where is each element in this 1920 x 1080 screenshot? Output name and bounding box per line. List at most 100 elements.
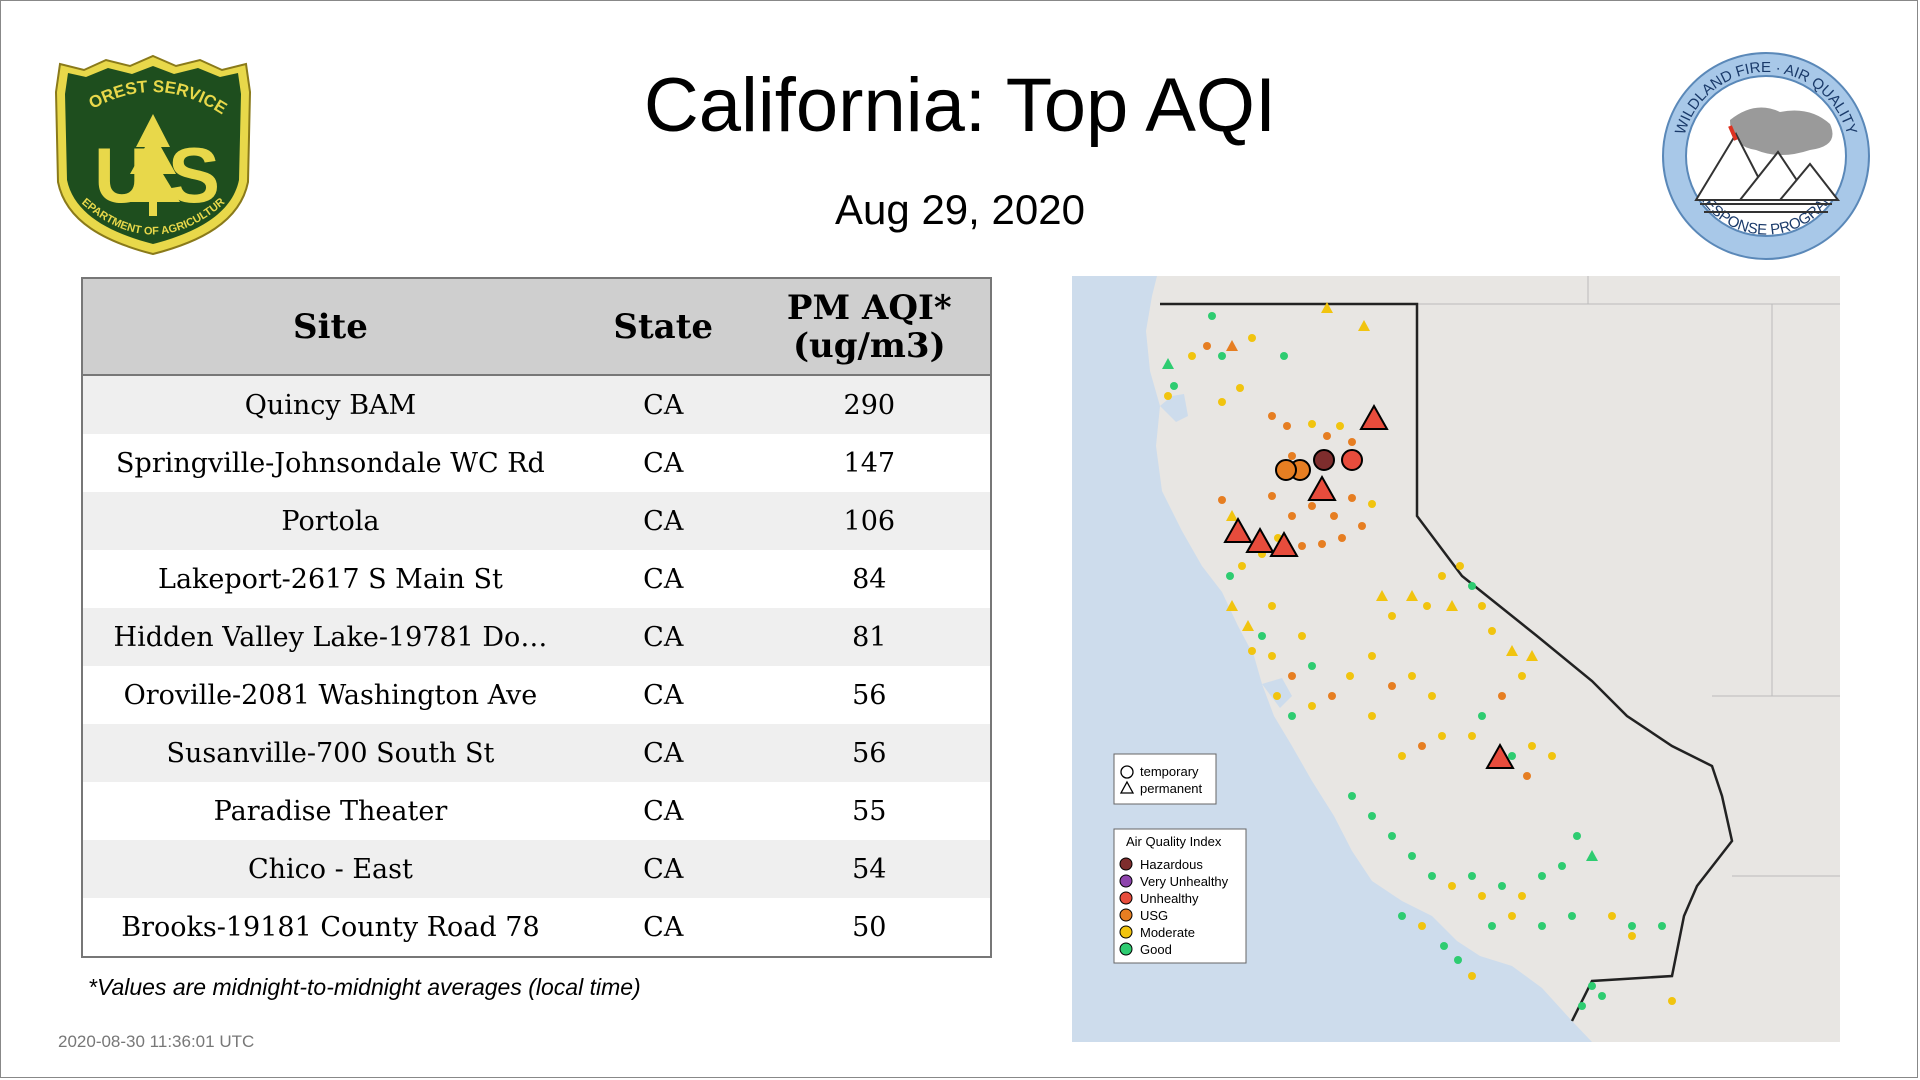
monitor-point [1248,647,1256,655]
circle-icon [1120,765,1134,779]
legend-label-very-unhealthy: Very Unhealthy [1140,874,1229,889]
fire-icon [1728,125,1738,141]
monitor-point [1628,922,1636,930]
table-header-row: Site State PM AQI* (ug/m3) [82,278,991,376]
california-border [1160,302,1734,1022]
triangle-icon [1119,780,1135,794]
monitor-point [1226,340,1238,351]
monitor-point [1336,422,1344,430]
monitor-point [1388,832,1396,840]
usfs-shield-logo: FOREST SERVICE U S DEPARTMENT OF AGRICUL… [50,52,252,256]
state-cell: CA [577,434,749,492]
monitor-point [1268,492,1276,500]
monitor-point [1288,712,1296,720]
usfs-letter-s: S [168,131,220,219]
monitor-point-large [1223,516,1253,543]
timestamp: 2020-08-30 11:36:01 UTC [58,1032,255,1051]
wildland-fire-air-quality-logo: WILDLAND FIRE · AIR QUALITY RESPONSE PRO… [1662,52,1870,260]
monitor-point [1398,752,1406,760]
site-cell: Portola [82,492,578,550]
site-cell: Oroville-2081 Washington Ave [82,666,578,724]
column-header-pm-aqi: PM AQI* (ug/m3) [748,278,991,376]
site-cell: Chico - East [82,840,578,898]
monitor-point [1578,1002,1586,1010]
column-header-pm-aqi-label: PM AQI* [786,287,952,328]
monitor-point [1218,352,1226,360]
pm-aqi-cell: 54 [748,840,991,898]
monitor-point [1528,742,1536,750]
monitor-point [1318,540,1326,548]
legend-label-unhealthy: Unhealthy [1140,891,1199,906]
monitor-point [1188,352,1196,360]
site-cell: Paradise Theater [82,782,578,840]
monitor-point [1558,862,1566,870]
monitor-point [1428,692,1436,700]
table-row: Paradise Theater CA 55 [82,782,991,840]
table-row: Quincy BAM CA 290 [82,375,991,434]
monitor-point [1368,652,1376,660]
site-cell: Springville-Johnsondale WC Rd [82,434,578,492]
monitor-point [1508,912,1516,920]
monitor-point [1348,792,1356,800]
monitor-point [1448,882,1456,890]
monitor-point [1408,672,1416,680]
monitor-point [1298,542,1306,550]
state-cell: CA [577,375,749,434]
table-row: Portola CA 106 [82,492,991,550]
monitor-point [1164,392,1172,400]
monitor-point [1418,742,1426,750]
monitor-point [1454,956,1462,964]
monitor-point [1608,912,1616,920]
mountains-icon [1694,131,1841,201]
monitor-point [1598,992,1606,1000]
monitor-point [1348,438,1356,446]
monitor-point [1506,645,1518,656]
monitor-point-large [1313,449,1335,471]
pm-aqi-cell: 84 [748,550,991,608]
monitor-point [1446,600,1458,611]
monitor-point [1328,692,1336,700]
column-header-site: Site [82,278,578,376]
monitor-point [1280,352,1288,360]
table-row: Brooks-19181 County Road 78 CA 50 [82,898,991,957]
table-row: Chico - East CA 54 [82,840,991,898]
monitor-point [1323,432,1331,440]
top-aqi-table: Site State PM AQI* (ug/m3) Quincy BAM CA 2… [81,277,992,958]
monitor-point [1438,572,1446,580]
pine-tree-icon [126,114,180,216]
monitor-point [1628,932,1636,940]
monitor-point-large [1269,530,1299,557]
monitor-point [1338,534,1346,542]
table-row: Oroville-2081 Washington Ave CA 56 [82,666,991,724]
monitor-point [1588,982,1596,990]
monitor-point-large [1245,526,1275,553]
legend-swatch-usg [1119,908,1133,922]
monitor-point [1526,650,1538,661]
monitor-point-large [1359,403,1389,430]
site-cell: Susanville-700 South St [82,724,578,782]
monitor-point [1248,334,1256,342]
pm-aqi-cell: 147 [748,434,991,492]
monitor-point [1308,702,1316,710]
monitor-point [1518,672,1526,680]
monitor-point [1288,452,1296,460]
monitor-point [1308,662,1316,670]
monitor-point [1388,682,1396,690]
california-aqi-map: temporary permanent Air Quality Index Ha… [1072,276,1840,1042]
monitor-point [1283,422,1291,430]
monitor-point [1418,922,1426,930]
monitor-point [1488,922,1496,930]
pm-aqi-cell: 56 [748,666,991,724]
monitor-point [1408,852,1416,860]
monitor-point [1268,652,1276,660]
pm-aqi-cell: 106 [748,492,991,550]
aqi-legend: Air Quality Index Hazardous Very Unhealth… [1113,828,1247,964]
state-cell: CA [577,666,749,724]
monitor-point [1330,512,1338,520]
monitor-point [1406,590,1418,601]
table-row: Hidden Valley Lake-19781 Do… CA 81 [82,608,991,666]
legend-label-usg: USG [1140,908,1168,923]
legend-permanent: permanent [1140,781,1203,796]
monitor-point [1208,312,1216,320]
